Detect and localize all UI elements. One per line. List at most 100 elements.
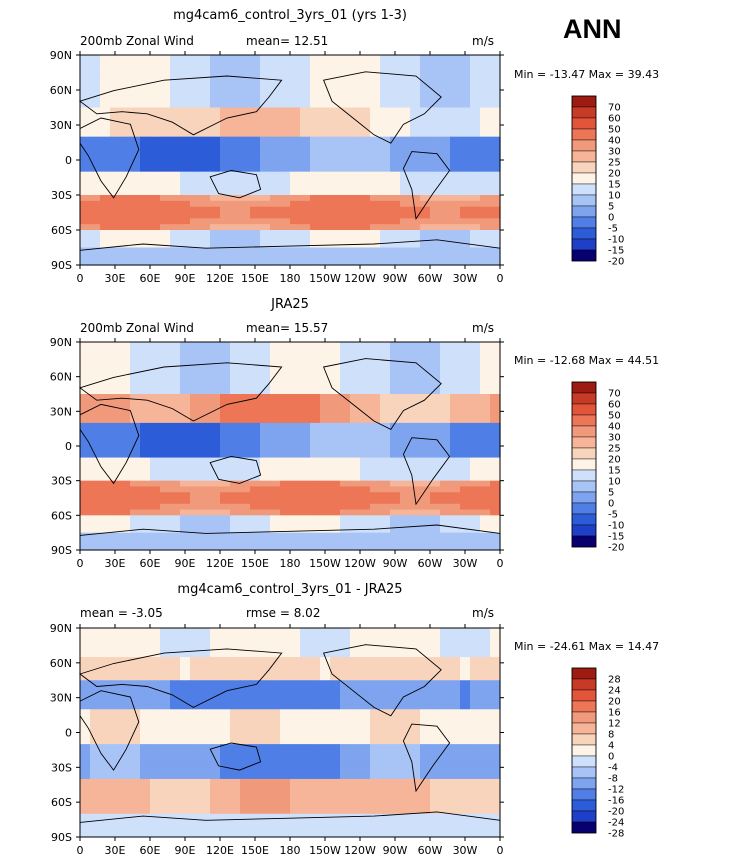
field-cell xyxy=(90,365,101,372)
field-cell xyxy=(350,544,361,551)
field-cell xyxy=(480,224,491,231)
lon-label: 180 xyxy=(280,557,301,570)
field-cell xyxy=(380,95,391,103)
field-cell xyxy=(100,66,111,74)
field-cell xyxy=(280,382,291,389)
field-cell xyxy=(220,486,231,493)
field-cell xyxy=(430,119,441,126)
field-cell xyxy=(130,697,141,705)
field-cell xyxy=(300,177,311,184)
field-cell xyxy=(280,405,291,412)
field-cell xyxy=(410,825,421,832)
field-cell xyxy=(370,200,381,208)
field-cell xyxy=(380,784,391,792)
field-cell xyxy=(440,241,451,249)
field-cell xyxy=(340,498,351,505)
field-cell xyxy=(320,738,331,745)
field-cell xyxy=(330,532,341,540)
field-cell xyxy=(100,703,111,710)
field-cell xyxy=(350,78,361,85)
field-cell xyxy=(230,807,241,815)
field-cell xyxy=(160,703,171,710)
field-cell xyxy=(180,749,191,757)
field-cell xyxy=(490,680,501,687)
field-cell xyxy=(330,538,341,545)
field-cell xyxy=(290,359,301,366)
field-cell xyxy=(430,60,441,68)
field-cell xyxy=(200,651,211,658)
field-cell xyxy=(490,165,501,173)
field-cell xyxy=(400,382,411,389)
field-cell xyxy=(120,738,131,745)
field-cell xyxy=(300,370,311,378)
field-cell xyxy=(120,680,131,687)
field-cell xyxy=(380,526,391,534)
field-cell xyxy=(440,755,451,763)
field-cell xyxy=(340,365,351,372)
field-cell xyxy=(440,353,451,360)
colorbar-cell xyxy=(571,172,597,185)
field-cell xyxy=(330,440,341,447)
field-cell xyxy=(300,526,311,534)
field-cell xyxy=(390,382,401,389)
coastline xyxy=(209,742,262,771)
field-cell xyxy=(480,66,491,74)
field-cell xyxy=(380,796,391,803)
field-cell xyxy=(420,66,431,74)
field-cell xyxy=(450,440,461,447)
field-cell xyxy=(180,130,191,138)
field-cell xyxy=(140,761,151,768)
field-cell xyxy=(230,200,241,208)
field-cell xyxy=(380,538,391,545)
lon-label: 60E xyxy=(140,557,161,570)
field-cell xyxy=(150,802,161,809)
colorbar-label: -20 xyxy=(608,543,624,554)
field-cell xyxy=(240,136,251,144)
lat-label-90N: 90N xyxy=(50,336,72,349)
colorbar-cell xyxy=(571,392,597,405)
field-cell xyxy=(420,825,431,832)
field-cell xyxy=(240,451,251,459)
field-cell xyxy=(230,831,241,838)
field-cell xyxy=(230,60,241,68)
field-cell xyxy=(430,440,441,447)
field-cell xyxy=(150,538,161,545)
field-cell xyxy=(430,825,441,832)
field-cell xyxy=(130,405,141,412)
field-cell xyxy=(270,790,281,797)
field-cell xyxy=(350,399,361,407)
field-cell xyxy=(140,813,151,821)
field-cell xyxy=(240,697,251,705)
field-cell xyxy=(110,639,121,647)
field-cell xyxy=(290,802,301,809)
field-cell xyxy=(280,259,291,266)
field-cell xyxy=(390,492,401,499)
field-cell xyxy=(80,480,91,488)
field-cell xyxy=(220,171,231,179)
field-cell xyxy=(380,639,391,647)
field-cell xyxy=(320,434,331,441)
field-cell xyxy=(140,235,151,243)
field-cell xyxy=(490,790,501,797)
field-cell xyxy=(230,509,241,516)
coastline xyxy=(402,151,451,221)
field-cell xyxy=(360,259,371,266)
field-cell xyxy=(160,136,171,144)
field-cell xyxy=(300,703,311,710)
field-cell xyxy=(420,802,431,809)
field-cell xyxy=(430,160,441,167)
field-cell xyxy=(360,171,371,179)
field-cell xyxy=(160,686,171,693)
field-cell xyxy=(90,55,101,62)
field-cell xyxy=(80,744,91,751)
field-cell xyxy=(190,761,201,768)
field-cell xyxy=(470,796,481,803)
field-cell xyxy=(490,183,501,190)
field-cell xyxy=(260,382,271,389)
field-cell xyxy=(240,72,251,79)
field-cell xyxy=(440,382,451,389)
field-cell xyxy=(170,353,181,360)
field-cell xyxy=(110,674,121,681)
field-cell xyxy=(150,503,161,511)
field-cell xyxy=(150,148,161,155)
